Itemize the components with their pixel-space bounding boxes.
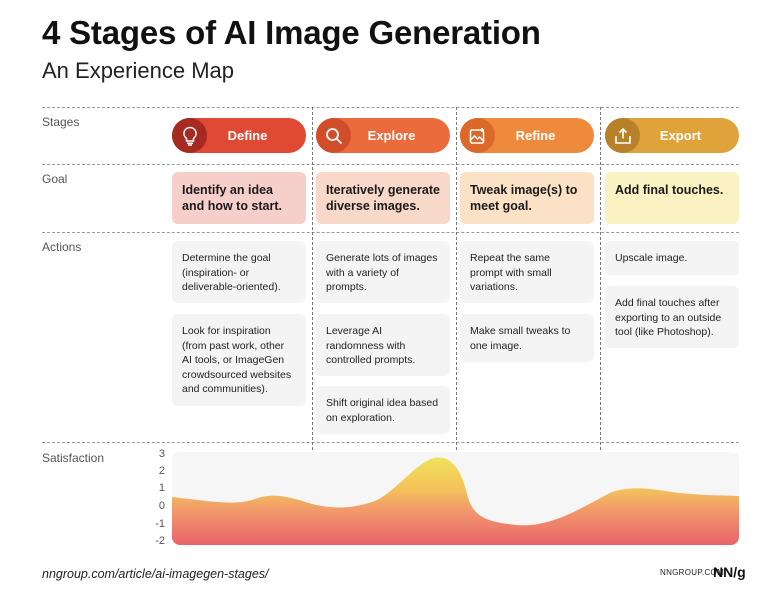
row-label-actions: Actions xyxy=(42,240,82,254)
action-card: Look for inspiration (from past work, ot… xyxy=(172,314,306,406)
row-divider xyxy=(42,107,739,108)
row-divider xyxy=(42,232,739,233)
lightbulb-icon xyxy=(172,118,207,153)
goal-define: Identify an idea and how to start. xyxy=(172,172,306,224)
stage-label: Explore xyxy=(367,128,416,143)
row-label-stages: Stages xyxy=(42,115,80,129)
goal-refine: Tweak image(s) to meet goal. xyxy=(460,172,594,224)
action-card: Add final touches after exporting to an … xyxy=(605,286,739,348)
stage-label: Define xyxy=(227,128,268,143)
stage-label: Export xyxy=(659,128,702,143)
satisfaction-area xyxy=(172,457,739,545)
satisfaction-tick: 0 xyxy=(158,500,165,512)
action-card: Make small tweaks to one image. xyxy=(460,314,594,362)
page-title: 4 Stages of AI Image Generation xyxy=(42,14,541,51)
footer-brand: NNGROUP.COM xyxy=(660,568,725,577)
image-edit-icon xyxy=(460,118,495,153)
stage-explore: Explore xyxy=(316,118,450,153)
row-label-satisfaction: Satisfaction xyxy=(42,451,105,465)
stage-label: Refine xyxy=(515,128,556,143)
footer-url[interactable]: nngroup.com/article/ai-imagegen-stages/ xyxy=(42,567,269,581)
satisfaction-chart xyxy=(172,452,739,545)
row-divider xyxy=(42,442,739,443)
action-card: Upscale image. xyxy=(605,241,739,275)
stage-export: Export xyxy=(605,118,739,153)
row-label-goal: Goal xyxy=(42,172,68,186)
action-card: Shift original idea based on exploration… xyxy=(316,386,450,434)
satisfaction-curve xyxy=(172,457,739,545)
action-card: Determine the goal (inspiration- or deli… xyxy=(172,241,306,303)
satisfaction-tick: 1 xyxy=(158,482,165,494)
action-card: Leverage AI randomness with controlled p… xyxy=(316,314,450,376)
nng-logo: NN/g xyxy=(713,564,746,580)
column-divider xyxy=(456,107,457,545)
export-icon xyxy=(605,118,640,153)
search-icon xyxy=(316,118,351,153)
row-divider xyxy=(42,164,739,165)
column-divider xyxy=(312,107,313,545)
action-card: Repeat the same prompt with small variat… xyxy=(460,241,594,303)
action-card: Generate lots of images with a variety o… xyxy=(316,241,450,303)
satisfaction-tick: 2 xyxy=(158,465,165,477)
satisfaction-tick: -2 xyxy=(155,535,165,547)
page-subtitle: An Experience Map xyxy=(42,58,234,83)
column-divider xyxy=(600,107,601,545)
goal-explore: Iteratively generate diverse images. xyxy=(316,172,450,224)
goal-export: Add final touches. xyxy=(605,172,739,224)
stage-define: Define xyxy=(172,118,306,153)
satisfaction-tick: 3 xyxy=(158,448,165,460)
satisfaction-tick: -1 xyxy=(155,518,165,530)
stage-refine: Refine xyxy=(460,118,594,153)
